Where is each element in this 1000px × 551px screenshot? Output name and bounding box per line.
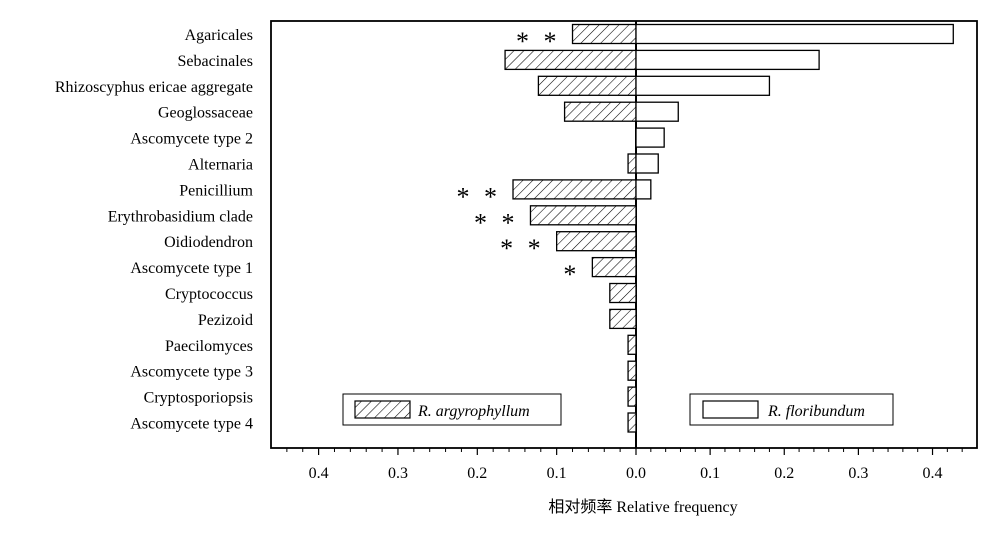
- bar-floribundum: [635, 153, 659, 174]
- bar-argyrophyllum: [537, 75, 637, 96]
- x-tick-label: 0.2: [774, 465, 794, 482]
- x-tick-label: 0.2: [467, 465, 487, 482]
- legend-swatch-hatched: [354, 400, 411, 419]
- category-labels: Agaricales Sebacinales Rhizoscyphus ericae…: [55, 27, 254, 433]
- significance-marker: * *: [474, 208, 519, 237]
- category-label: Rhizoscyphus ericae aggregate: [55, 79, 253, 96]
- x-tick-label: 0.3: [388, 465, 408, 482]
- bar-argyrophyllum: [571, 23, 637, 45]
- x-tick-label: 0.0: [626, 465, 646, 482]
- category-label: Ascomycete type 4: [130, 416, 253, 433]
- legend-argyrophyllum: R. argyrophyllum: [342, 393, 562, 426]
- category-label: Oidiodendron: [164, 234, 253, 251]
- category-label: Agaricales: [185, 27, 253, 44]
- significance-marker: * *: [516, 27, 561, 56]
- x-tick-label: 0.4: [309, 465, 329, 482]
- bar-argyrophyllum: [556, 231, 637, 252]
- bar-argyrophyllum: [512, 179, 637, 200]
- legend-floribundum: R. floribundum: [689, 393, 894, 426]
- x-tick-label: 0.4: [923, 465, 943, 482]
- plot-frame: [270, 20, 978, 449]
- category-label: Alternaria: [188, 157, 253, 174]
- significance-marker: *: [563, 260, 580, 289]
- x-tick-label: 0.3: [848, 465, 868, 482]
- category-label: Cryptococcus: [165, 286, 253, 303]
- category-label: Ascomycete type 3: [130, 364, 253, 381]
- category-label: Pezizoid: [198, 312, 253, 329]
- bar-floribundum: [635, 49, 820, 71]
- bar-argyrophyllum: [627, 412, 637, 433]
- significance-marker: * *: [500, 234, 545, 263]
- bar-argyrophyllum: [529, 205, 637, 226]
- category-label: Ascomycete type 2: [130, 131, 253, 148]
- bar-argyrophyllum: [609, 308, 637, 330]
- bar-floribundum: [635, 179, 652, 200]
- x-tick-label: 0.1: [547, 465, 567, 482]
- x-axis-title: 相对频率 Relative frequency: [548, 498, 737, 516]
- x-tick-label: 0.1: [700, 465, 720, 482]
- bar-argyrophyllum: [627, 386, 637, 407]
- bar-argyrophyllum: [627, 334, 637, 355]
- bar-argyrophyllum: [591, 256, 637, 278]
- legend-label-floribundum: R. floribundum: [767, 403, 865, 420]
- bar-argyrophyllum: [627, 360, 637, 381]
- bar-floribundum: [635, 127, 665, 148]
- bar-floribundum: [635, 23, 954, 45]
- bar-floribundum: [635, 101, 679, 122]
- bar-argyrophyllum: [563, 101, 637, 122]
- category-label: Penicillium: [179, 182, 253, 199]
- legend-swatch-open: [702, 400, 759, 419]
- bars: [504, 23, 954, 433]
- bar-argyrophyllum: [609, 282, 637, 304]
- category-label: Geoglossaceae: [158, 105, 253, 122]
- bar-argyrophyllum: [627, 153, 637, 174]
- bar-floribundum: [635, 75, 771, 96]
- x-axis-ticks: 0.4 0.3 0.2 0.1 0.0 0.1 0.2 0.3 0.4: [286, 448, 963, 482]
- category-label: Cryptosporiopsis: [144, 390, 253, 407]
- category-label: Erythrobasidium clade: [108, 208, 253, 225]
- category-label: Sebacinales: [177, 53, 253, 70]
- category-label: Ascomycete type 1: [130, 260, 253, 277]
- significance-marker: * *: [457, 182, 502, 211]
- category-label: Paecilomyces: [165, 338, 253, 355]
- significance-markers: * ** ** ** **: [457, 27, 580, 289]
- legend-label-argyrophyllum: R. argyrophyllum: [417, 403, 530, 420]
